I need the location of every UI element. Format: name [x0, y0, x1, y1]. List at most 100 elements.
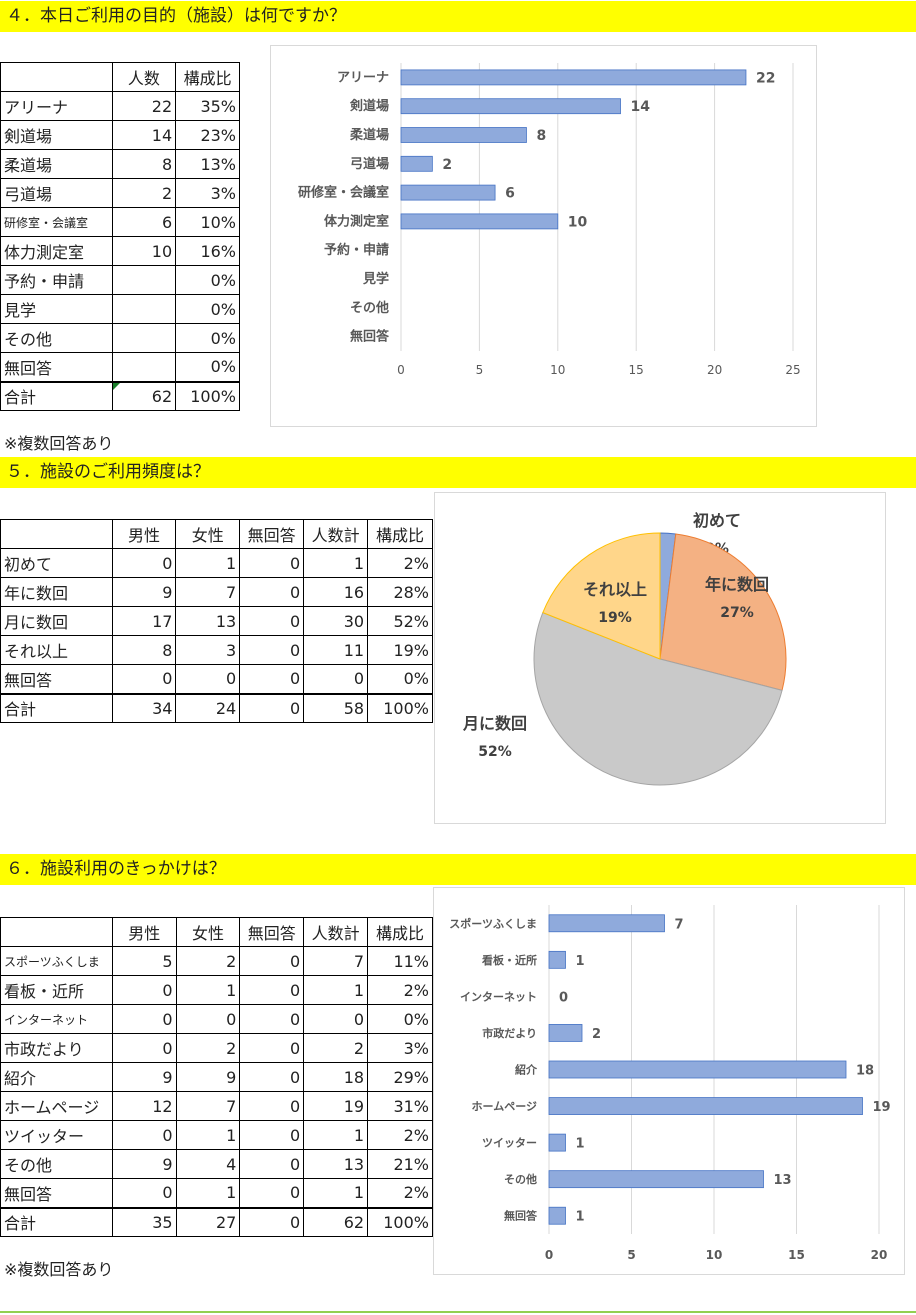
cell-marker: [112, 382, 120, 390]
bar: [548, 1097, 863, 1115]
pie-label: 年に数回: [705, 575, 769, 594]
row-count: 14: [111, 120, 177, 150]
table-row: インターネット 0 0 0 0 0%: [0, 1004, 433, 1034]
total-ratio: 100%: [175, 380, 240, 411]
table-header-row: 男性 女性 無回答 人数計 構成比: [0, 519, 433, 549]
frequency-table: 男性 女性 無回答 人数計 構成比 初めて 0 1 0 1 2% 年に数回 9 7 0 16 28% 月に数回 17…: [0, 519, 433, 723]
row-value: 3%: [367, 1033, 433, 1063]
data-label: 8: [536, 128, 546, 144]
data-label: 13: [774, 1173, 792, 1188]
trigger-table: 男性 女性 無回答 人数計 構成比 スポーツふくしま 5 2 0 7 11% 看板・近所 0 1 0 1 2% イ…: [0, 917, 433, 1237]
row-value: 19: [303, 1091, 369, 1121]
row-count: [111, 352, 177, 382]
data-label: 1: [576, 954, 585, 969]
row-value: 3: [175, 635, 241, 665]
row-value: 0%: [367, 664, 433, 694]
row-label: 研修室・会議室: [0, 207, 113, 237]
x-tick-label: 5: [476, 363, 484, 377]
table-row: スポーツふくしま 5 2 0 7 11%: [0, 946, 433, 976]
category-label: 紹介: [515, 1063, 538, 1077]
table-header-cell: 女性: [175, 519, 241, 549]
category-label: ホームページ: [472, 1100, 537, 1113]
category-label: インターネット: [460, 990, 537, 1003]
total-label: 合計: [0, 692, 113, 723]
table-row: その他 9 4 0 13 21%: [0, 1149, 433, 1179]
row-ratio: 0%: [175, 294, 240, 324]
table-row: 看板・近所 0 1 0 1 2%: [0, 975, 433, 1005]
row-value: 0: [239, 1091, 305, 1121]
row-value: 2%: [367, 1120, 433, 1150]
category-label: 体力測定室: [324, 213, 389, 229]
pie-percent: 27%: [720, 605, 754, 621]
table-total-row: 合計 34 24 0 58 100%: [0, 692, 433, 723]
row-ratio: 10%: [175, 207, 240, 237]
row-value: 4: [175, 1149, 241, 1179]
data-label: 1: [576, 1210, 585, 1225]
table-header-cell: 無回答: [239, 519, 305, 549]
table-header-cell: 女性: [175, 917, 241, 947]
total-label: 合計: [0, 380, 113, 411]
x-tick-label: 20: [707, 363, 722, 377]
data-label: 19: [873, 1100, 891, 1115]
row-value: 11: [303, 635, 369, 665]
bar: [548, 1060, 847, 1079]
category-label: 無回答: [350, 329, 390, 345]
table-row: 弓道場 2 3%: [0, 178, 240, 208]
category-label: その他: [504, 1172, 537, 1186]
total-value: 35: [111, 1206, 177, 1237]
table-row: 初めて 0 1 0 1 2%: [0, 548, 433, 578]
row-value: 2: [175, 946, 241, 976]
category-label: 市政だより: [482, 1026, 537, 1040]
total-value: 27: [175, 1206, 241, 1237]
bottom-divider: [0, 1311, 916, 1313]
row-value: 0: [239, 946, 305, 976]
row-value: 2%: [367, 548, 433, 578]
data-label: 2: [442, 157, 452, 173]
table-row: アリーナ 22 35%: [0, 91, 240, 121]
row-value: 13: [175, 606, 241, 636]
facility-bar-chart: 0 5 10 15 20 25 アリーナ 22 剣道場 14 柔道場 8 弓道場 2 研修室・会議室 6 体力測…: [298, 63, 801, 377]
category-label: その他: [350, 300, 389, 316]
row-label: アリーナ: [0, 91, 113, 121]
row-label: 弓道場: [0, 178, 113, 208]
data-label: 2: [592, 1027, 601, 1042]
data-label: 22: [756, 70, 775, 86]
row-label: ホームページ: [0, 1091, 113, 1121]
data-label: 0: [559, 990, 568, 1005]
pie-slice: [659, 533, 787, 691]
category-label: 見学: [362, 271, 389, 287]
bar: [400, 127, 527, 143]
row-ratio: 3%: [175, 178, 240, 208]
bar: [400, 213, 559, 230]
table-row: それ以上 8 3 0 11 19%: [0, 635, 433, 665]
x-tick-label: 20: [871, 1248, 888, 1262]
table-header-cell: 男性: [111, 519, 177, 549]
total-value: 100%: [367, 1206, 433, 1237]
row-value: 12: [111, 1091, 177, 1121]
total-value: 100%: [367, 692, 433, 723]
table-total-row: 合計 35 27 0 62 100%: [0, 1206, 433, 1237]
category-label: スポーツふくしま: [449, 916, 537, 930]
total-label: 合計: [0, 1206, 113, 1237]
row-label: 市政だより: [0, 1033, 113, 1063]
row-value: 9: [111, 577, 177, 607]
row-value: 21%: [367, 1149, 433, 1179]
category-label: 無回答: [504, 1209, 538, 1223]
category-label: 弓道場: [350, 156, 389, 172]
row-count: 22: [111, 91, 177, 121]
row-label: その他: [0, 323, 113, 353]
x-tick-label: 0: [397, 363, 405, 377]
section5-title: ５．施設のご利用頻度は？: [0, 457, 916, 488]
row-value: 0: [239, 1033, 305, 1063]
row-value: 18: [303, 1062, 369, 1092]
pie-label: それ以上: [583, 580, 647, 599]
pie-slice: [542, 532, 661, 660]
data-label: 6: [505, 186, 515, 202]
x-tick-label: 5: [627, 1248, 635, 1262]
table-header-cell: 構成比: [367, 519, 433, 549]
table-header-cell: 男性: [111, 917, 177, 947]
total-value: 34: [111, 692, 177, 723]
row-value: 7: [303, 946, 369, 976]
pie-percent: 52%: [478, 744, 512, 760]
row-label: 看板・近所: [0, 975, 113, 1005]
